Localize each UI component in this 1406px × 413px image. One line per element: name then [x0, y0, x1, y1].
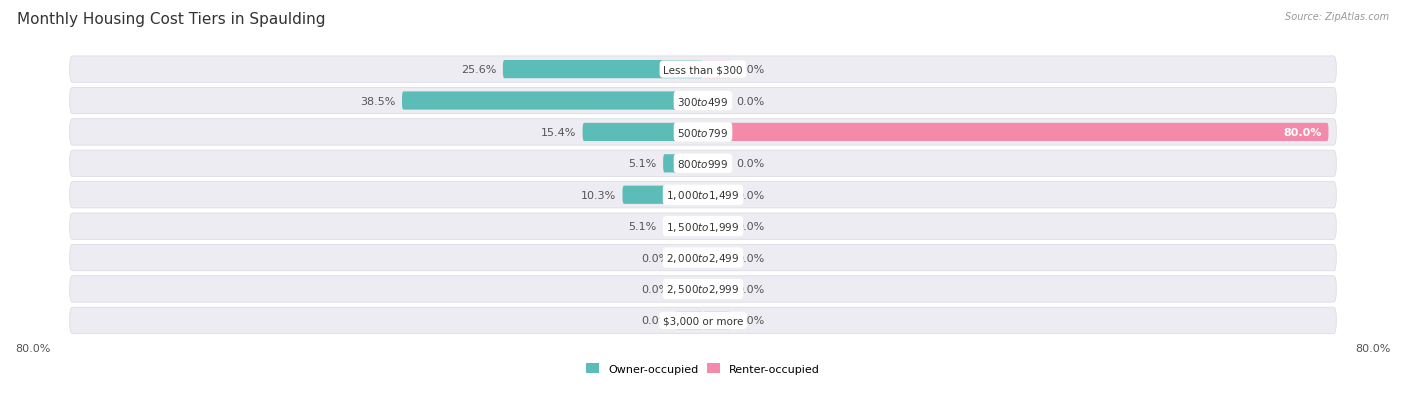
FancyBboxPatch shape [70, 214, 1336, 240]
Text: Monthly Housing Cost Tiers in Spaulding: Monthly Housing Cost Tiers in Spaulding [17, 12, 325, 27]
Text: $2,500 to $2,999: $2,500 to $2,999 [666, 283, 740, 296]
Text: $800 to $999: $800 to $999 [678, 158, 728, 170]
Text: $1,000 to $1,499: $1,000 to $1,499 [666, 189, 740, 202]
Text: $3,000 or more: $3,000 or more [662, 316, 744, 325]
Text: 38.5%: 38.5% [360, 96, 395, 106]
FancyBboxPatch shape [70, 151, 1336, 177]
Text: 0.0%: 0.0% [641, 253, 669, 263]
FancyBboxPatch shape [676, 280, 703, 298]
FancyBboxPatch shape [703, 92, 730, 110]
Text: $1,500 to $1,999: $1,500 to $1,999 [666, 220, 740, 233]
Text: Less than $300: Less than $300 [664, 65, 742, 75]
FancyBboxPatch shape [503, 61, 703, 79]
Text: 0.0%: 0.0% [641, 316, 669, 325]
Legend: Owner-occupied, Renter-occupied: Owner-occupied, Renter-occupied [581, 358, 825, 378]
Text: 80.0%: 80.0% [1355, 343, 1391, 353]
Text: $2,000 to $2,499: $2,000 to $2,499 [666, 252, 740, 264]
Text: 10.3%: 10.3% [581, 190, 616, 200]
Text: 80.0%: 80.0% [15, 343, 51, 353]
FancyBboxPatch shape [70, 57, 1336, 83]
Text: 0.0%: 0.0% [737, 222, 765, 232]
Text: 15.4%: 15.4% [541, 128, 576, 138]
FancyBboxPatch shape [70, 88, 1336, 114]
FancyBboxPatch shape [703, 155, 730, 173]
FancyBboxPatch shape [70, 276, 1336, 302]
FancyBboxPatch shape [664, 155, 703, 173]
FancyBboxPatch shape [703, 280, 730, 298]
FancyBboxPatch shape [703, 249, 730, 267]
Text: 5.1%: 5.1% [628, 159, 657, 169]
Text: $300 to $499: $300 to $499 [678, 95, 728, 107]
Text: 0.0%: 0.0% [641, 284, 669, 294]
Text: 5.1%: 5.1% [628, 222, 657, 232]
Text: 0.0%: 0.0% [737, 253, 765, 263]
FancyBboxPatch shape [703, 123, 1329, 142]
FancyBboxPatch shape [623, 186, 703, 204]
Text: 0.0%: 0.0% [737, 159, 765, 169]
FancyBboxPatch shape [70, 119, 1336, 146]
FancyBboxPatch shape [703, 218, 730, 236]
FancyBboxPatch shape [703, 186, 730, 204]
FancyBboxPatch shape [703, 61, 730, 79]
FancyBboxPatch shape [676, 311, 703, 330]
Text: 0.0%: 0.0% [737, 65, 765, 75]
FancyBboxPatch shape [70, 307, 1336, 334]
FancyBboxPatch shape [70, 245, 1336, 271]
FancyBboxPatch shape [402, 92, 703, 110]
Text: Source: ZipAtlas.com: Source: ZipAtlas.com [1285, 12, 1389, 22]
Text: $500 to $799: $500 to $799 [678, 127, 728, 139]
Text: 0.0%: 0.0% [737, 96, 765, 106]
FancyBboxPatch shape [676, 249, 703, 267]
Text: 0.0%: 0.0% [737, 190, 765, 200]
Text: 0.0%: 0.0% [737, 316, 765, 325]
Text: 25.6%: 25.6% [461, 65, 496, 75]
FancyBboxPatch shape [664, 218, 703, 236]
FancyBboxPatch shape [703, 311, 730, 330]
Text: 0.0%: 0.0% [737, 284, 765, 294]
FancyBboxPatch shape [582, 123, 703, 142]
Text: 80.0%: 80.0% [1284, 128, 1322, 138]
FancyBboxPatch shape [70, 182, 1336, 209]
